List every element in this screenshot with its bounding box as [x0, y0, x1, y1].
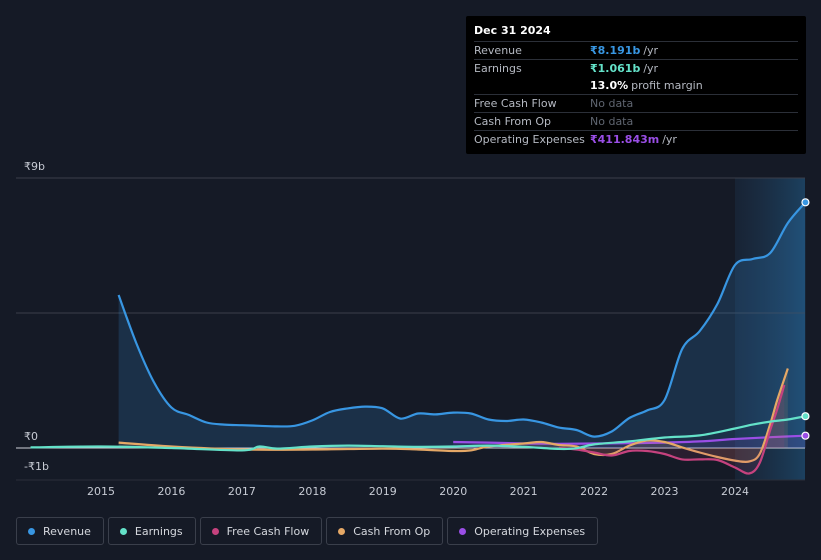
operating-expenses-area — [453, 435, 806, 448]
tooltip-row-unit: /yr — [643, 62, 659, 75]
tooltip-row: Earnings ₹1.061b/yr — [474, 59, 798, 77]
x-tick-label: 2018 — [298, 485, 326, 498]
tooltip-row-label: Revenue — [474, 44, 522, 57]
tooltip-row-label: Free Cash Flow — [474, 97, 557, 110]
x-tick-label: 2015 — [87, 485, 115, 498]
tooltip-row-value: ₹1.061b — [590, 62, 641, 75]
tooltip-row-unit: /yr — [643, 44, 659, 57]
revenue-line — [117, 201, 807, 438]
legend-dot-icon — [211, 527, 219, 535]
tooltip-row-label: Cash From Op — [474, 115, 552, 128]
tooltip-row-value: ₹8.191b — [590, 44, 641, 57]
x-tick-label: 2017 — [228, 485, 256, 498]
x-tick-label: 2016 — [157, 485, 185, 498]
earnings-line — [30, 415, 806, 452]
tooltip-row: 13.0% profit margin — [474, 77, 798, 94]
tooltip-row: Cash From Op No data — [474, 112, 798, 130]
y-tick-label: ₹9b — [24, 160, 45, 173]
legend-dot-icon — [338, 527, 346, 535]
tooltip: Dec 31 2024 Revenue ₹8.191b/yr Earnings ₹1.… — [466, 16, 806, 154]
earnings-end-point — [801, 412, 810, 421]
y-axis-labels: ₹9b ₹0 -₹1b — [24, 160, 49, 473]
legend-item-cash-from-op[interactable]: Cash From Op — [326, 517, 444, 545]
free-cash-flow-line — [558, 384, 786, 475]
x-tick-label: 2019 — [369, 485, 397, 498]
legend-item-free-cash-flow[interactable]: Free Cash Flow — [199, 517, 323, 545]
tooltip-row-unit: profit margin — [631, 79, 703, 92]
x-tick-label: 2024 — [721, 485, 749, 498]
x-tick-label: 2020 — [439, 485, 467, 498]
legend-label: Earnings — [134, 524, 183, 538]
cash-from-op-area — [118, 368, 788, 462]
x-tick-label: 2022 — [580, 485, 608, 498]
tooltip-row-label: Operating Expenses — [474, 133, 585, 146]
y-tick-label: -₹1b — [24, 460, 49, 473]
tooltip-row-unit: /yr — [662, 133, 677, 146]
tooltip-row-value: No data — [590, 115, 634, 128]
legend: Revenue Earnings Free Cash Flow Cash From O… — [16, 517, 599, 545]
x-tick-label: 2023 — [651, 485, 679, 498]
revenue-end-point — [801, 198, 810, 207]
tooltip-date: Dec 31 2024 — [474, 24, 551, 37]
tooltip-row-label — [474, 77, 590, 94]
tooltip-row-value: 13.0% — [590, 79, 629, 92]
y-tick-label: ₹0 — [24, 430, 38, 443]
free-cash-flow-area — [558, 385, 785, 474]
legend-item-revenue[interactable]: Revenue — [16, 517, 104, 545]
legend-item-operating-expenses[interactable]: Operating Expenses — [447, 517, 599, 545]
legend-item-earnings[interactable]: Earnings — [107, 517, 196, 545]
legend-dot-icon — [119, 527, 127, 535]
series-group — [30, 198, 810, 475]
legend-dot-icon — [28, 527, 35, 535]
legend-label: Revenue — [43, 524, 91, 538]
operating-expenses-end-point — [801, 431, 810, 440]
tooltip-row-value: No data — [590, 97, 634, 110]
tooltip-row: Revenue ₹8.191b/yr — [474, 41, 798, 59]
revenue-area — [118, 202, 806, 448]
tooltip-row: Free Cash Flow No data — [474, 94, 798, 112]
x-tick-label: 2021 — [510, 485, 538, 498]
x-axis-labels: 2015 2016 2017 2018 2019 2020 2021 2022 2023 2024 — [87, 485, 749, 498]
tooltip-row: Operating Expenses ₹411.843m/yr — [474, 130, 798, 148]
legend-label: Cash From Op — [353, 524, 431, 538]
tooltip-row-label: Earnings — [474, 62, 522, 75]
tooltip-row-value: ₹411.843m — [590, 133, 660, 146]
cash-from-op-line — [118, 368, 789, 464]
legend-label: Operating Expenses — [474, 524, 586, 538]
legend-dot-icon — [459, 527, 467, 535]
legend-label: Free Cash Flow — [226, 524, 310, 538]
